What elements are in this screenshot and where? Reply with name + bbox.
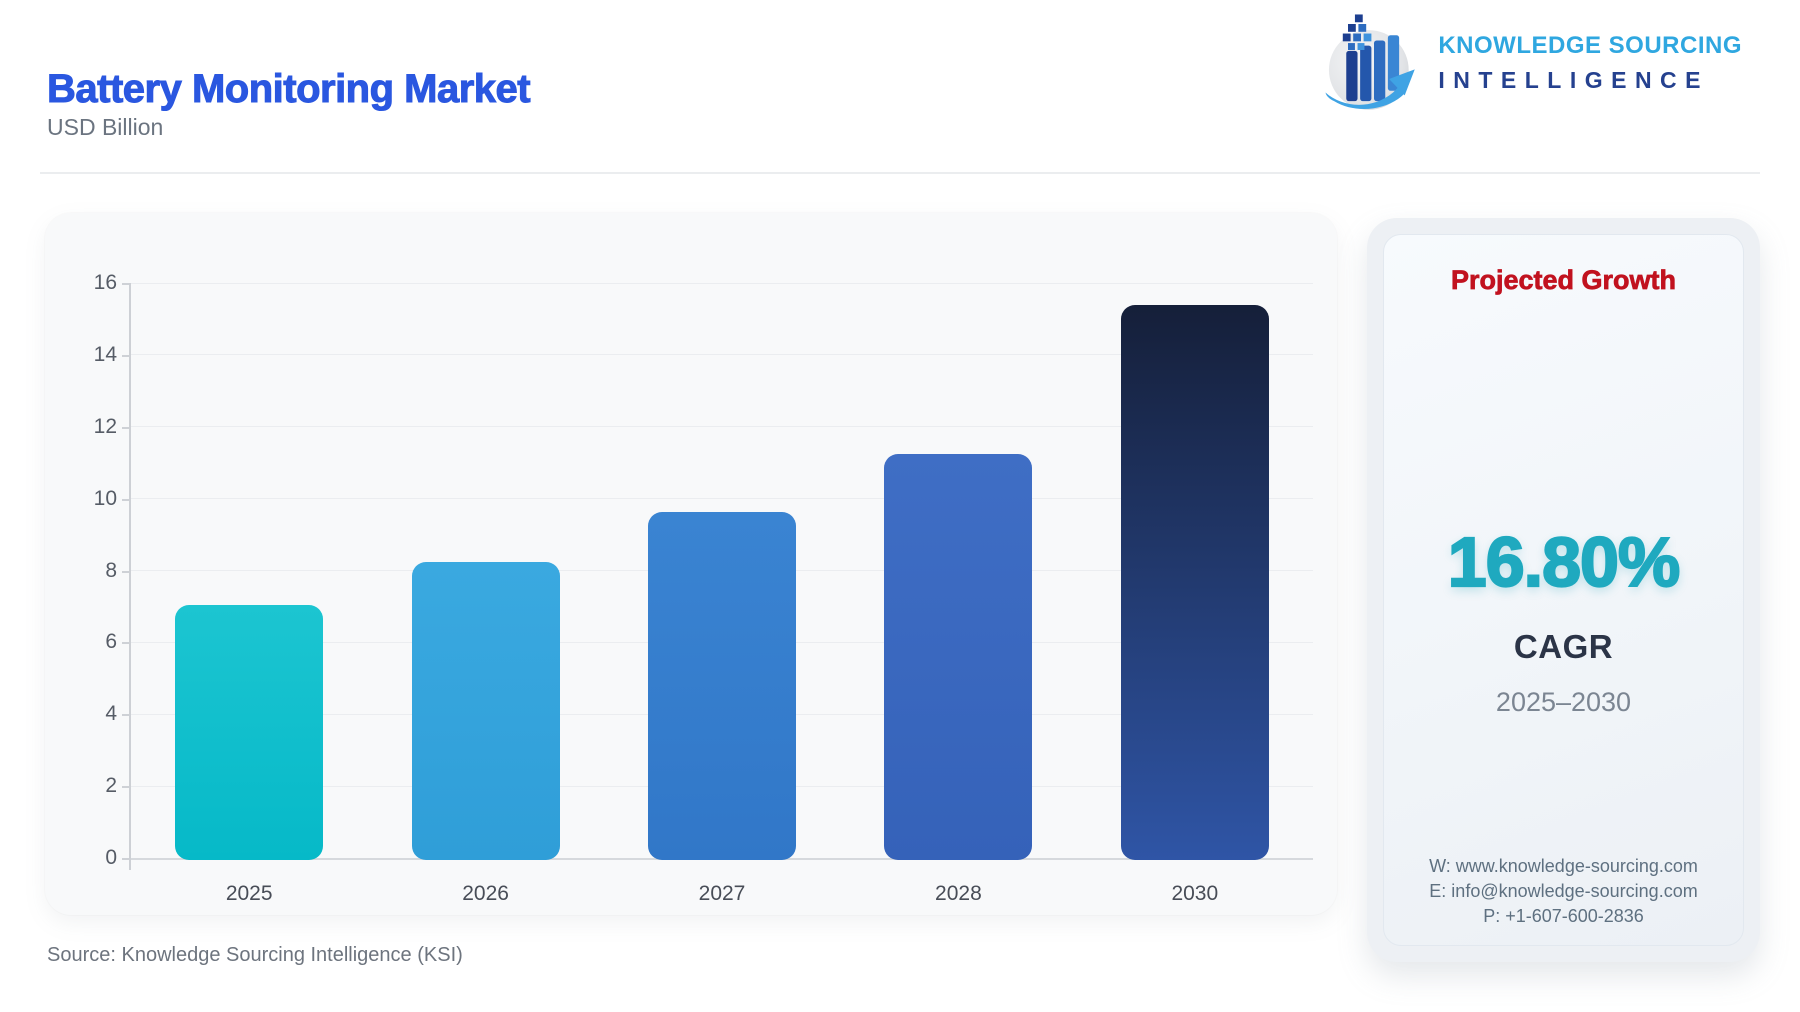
y-tick-2: [122, 786, 131, 789]
contact-block: W: www.knowledge-sourcing.com E: info@kn…: [1384, 854, 1743, 929]
y-tick-label-14: 14: [93, 342, 117, 366]
page-subtitle: USD Billion: [47, 114, 164, 140]
chart-card: 0 2 4 6 8 10 12 14 16 2025 2026 2027 2028 2030: [45, 213, 1337, 915]
y-tick-6: [122, 642, 131, 645]
cagr-period: 2025–2030: [1495, 687, 1632, 717]
source-note: Source: Knowledge Sourcing Intelligence …: [47, 944, 463, 966]
y-tick-8: [122, 570, 131, 573]
y-tick-4: [122, 714, 131, 717]
cagr-label: CAGR: [1513, 628, 1614, 665]
x-axis-label-2025: 2025: [225, 882, 273, 905]
cagr-value: 16.80%: [1447, 523, 1682, 601]
contact-website: W: www.knowledge-sourcing.com: [1429, 856, 1698, 876]
bar-2030: [1120, 305, 1269, 860]
y-tick-label-16: 16: [93, 271, 117, 294]
y-tick-label-10: 10: [93, 486, 117, 510]
y-tick-label-6: 6: [105, 630, 117, 654]
gridline-12: [131, 426, 1313, 428]
contact-phone: P: +1-607-600-2836: [1483, 906, 1644, 926]
x-axis-label-2028: 2028: [935, 882, 982, 905]
bar-2025: [175, 604, 324, 860]
panel-heading: Projected Growth: [1450, 265, 1677, 296]
y-tick-16: [122, 283, 131, 285]
brand-name-line2: INTELLIGENCE: [1438, 67, 1709, 93]
projected-growth-panel: Projected Growth 16.80% CAGR 2025–2030 W…: [1367, 218, 1760, 962]
gridline-14: [131, 354, 1313, 356]
contact-email: E: info@knowledge-sourcing.com: [1429, 881, 1698, 901]
gridline-16: [131, 282, 1313, 284]
y-axis-line: [129, 283, 131, 870]
header-divider: [40, 172, 1760, 174]
y-tick-12: [122, 426, 131, 429]
ksi-logo: KNOWLEDGE SOURCING INTELLIGENCE: [1322, 12, 1742, 114]
page-title: Battery Monitoring Market: [46, 66, 531, 111]
brand-name-line1: KNOWLEDGE SOURCING: [1438, 32, 1742, 59]
bar-2027: [648, 511, 796, 860]
panel-card: Projected Growth 16.80% CAGR 2025–2030 W…: [1383, 234, 1744, 946]
y-tick-label-0: 0: [105, 846, 117, 869]
bar-2028: [884, 453, 1033, 860]
ksi-logo-mark: [1325, 14, 1416, 110]
y-tick-0: [122, 858, 131, 860]
y-tick-10: [122, 498, 131, 501]
x-axis-label-2030: 2030: [1171, 882, 1219, 905]
gridline-10: [131, 498, 1313, 500]
y-tick-14: [122, 354, 131, 357]
y-tick-label-4: 4: [105, 702, 117, 726]
bar-2026: [411, 562, 560, 860]
x-axis-label-2027: 2027: [698, 882, 746, 905]
plot-area: 0 2 4 6 8 10 12 14 16 2025 2026 2027 2028 2030: [45, 213, 1337, 915]
y-tick-label-8: 8: [105, 558, 117, 582]
x-axis-label-2026: 2026: [462, 882, 509, 905]
y-tick-label-2: 2: [105, 774, 117, 798]
y-tick-label-12: 12: [93, 414, 117, 438]
